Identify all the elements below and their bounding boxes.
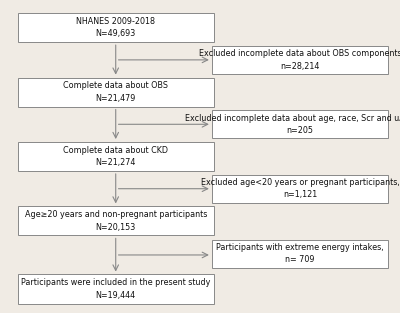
FancyBboxPatch shape	[212, 110, 388, 138]
FancyBboxPatch shape	[212, 175, 388, 203]
Text: Excluded incomplete data about age, race, Scr and uACR
n=205: Excluded incomplete data about age, race…	[184, 114, 400, 135]
Text: NHANES 2009-2018
N=49,693: NHANES 2009-2018 N=49,693	[76, 17, 155, 38]
Text: Participants were included in the present study
N=19,444: Participants were included in the presen…	[21, 278, 210, 300]
Text: Age≥20 years and non-pregnant participants
N=20,153: Age≥20 years and non-pregnant participan…	[24, 210, 207, 232]
FancyBboxPatch shape	[18, 78, 214, 107]
FancyBboxPatch shape	[212, 240, 388, 268]
FancyBboxPatch shape	[18, 206, 214, 235]
FancyBboxPatch shape	[18, 275, 214, 304]
Text: Complete data about OBS
N=21,479: Complete data about OBS N=21,479	[63, 81, 168, 103]
Text: Excluded incomplete data about OBS components
n=28,214: Excluded incomplete data about OBS compo…	[199, 49, 400, 71]
FancyBboxPatch shape	[18, 142, 214, 171]
Text: Complete data about CKD
N=21,274: Complete data about CKD N=21,274	[63, 146, 168, 167]
FancyBboxPatch shape	[212, 46, 388, 74]
FancyBboxPatch shape	[18, 13, 214, 42]
Text: Excluded age<20 years or pregnant participants,
n=1,121: Excluded age<20 years or pregnant partic…	[200, 178, 399, 199]
Text: Participants with extreme energy intakes,
n= 709: Participants with extreme energy intakes…	[216, 243, 384, 264]
